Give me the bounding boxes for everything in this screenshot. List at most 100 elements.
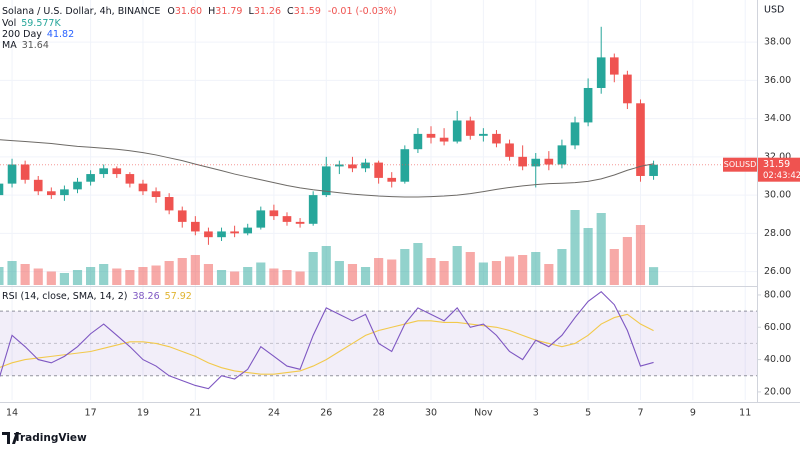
- volume-bar: [531, 252, 541, 285]
- candle-body: [374, 162, 383, 178]
- volume-bar: [400, 249, 410, 285]
- candle-body: [0, 183, 4, 196]
- symbol-tag: SOLUSD: [724, 160, 757, 169]
- legend-vol: Vol 59.577K: [2, 18, 61, 29]
- y-tick-label: 20.00: [764, 386, 791, 397]
- volume-bar: [243, 267, 253, 285]
- volume-bar: [622, 237, 632, 285]
- rsi-value: 38.26: [132, 291, 159, 302]
- volume-bar: [33, 268, 43, 285]
- candle-body: [73, 181, 82, 190]
- x-tick-label: 19: [137, 408, 149, 419]
- volume-bar: [216, 270, 227, 285]
- candle-body: [505, 143, 514, 157]
- legend-value: 31.64: [22, 40, 49, 51]
- candle-body: [583, 87, 593, 123]
- volume-bar: [334, 261, 344, 285]
- volume-bar: [164, 261, 174, 285]
- volume-bar: [360, 267, 371, 285]
- symbol-title: Solana / U.S. Dollar, 4h, BINANCE: [2, 6, 160, 17]
- volume-bar: [112, 268, 122, 285]
- volume-bar: [544, 264, 554, 285]
- candle-body: [151, 191, 161, 198]
- candle-body: [348, 164, 357, 169]
- y-tick-label: 28.00: [764, 228, 791, 239]
- y-tick-label: 32.00: [764, 151, 791, 162]
- candle-body: [217, 231, 226, 238]
- candle-body: [413, 133, 423, 150]
- legend-name: MA: [2, 40, 17, 51]
- volume-bar: [583, 228, 593, 285]
- volume-bar: [282, 270, 292, 285]
- candle-body: [609, 57, 619, 75]
- candle-body: [518, 156, 527, 167]
- volume-bar: [504, 256, 515, 285]
- volume-bar: [72, 270, 83, 285]
- candle-body: [164, 197, 174, 211]
- x-tick-label: 7: [637, 408, 643, 419]
- volume-bar: [452, 246, 462, 285]
- ohlc-value: 31.79: [215, 6, 242, 17]
- x-tick-label: 9: [690, 408, 696, 419]
- volume-bar: [125, 270, 135, 285]
- volume-bar: [7, 261, 17, 285]
- candle-body: [335, 164, 344, 167]
- legend-name: Vol: [2, 18, 16, 29]
- y-tick-label: 80.00: [764, 289, 791, 300]
- change: -0.01 (-0.03%): [328, 6, 397, 17]
- candle-body: [47, 191, 56, 196]
- volume-bar: [635, 225, 646, 285]
- volume-bar: [151, 265, 161, 285]
- volume-bar: [478, 262, 488, 285]
- volume-bar: [321, 246, 331, 285]
- header: Solana / U.S. Dollar, 4h, BINANCE O31.60…: [2, 6, 397, 17]
- ma-line: [0, 139, 654, 198]
- candle-body: [439, 137, 449, 142]
- candle-body: [243, 227, 253, 234]
- rsi-ma-value: 57.92: [165, 291, 192, 302]
- candle-body: [60, 189, 69, 196]
- volume-bar: [518, 255, 528, 285]
- candle-body: [321, 166, 331, 196]
- candle-body: [7, 164, 17, 184]
- series-line: [0, 313, 654, 375]
- volume-bar: [190, 255, 200, 285]
- candle-body: [99, 168, 109, 175]
- volume-bar: [0, 267, 4, 285]
- volume-bar: [648, 267, 659, 285]
- x-tick-label: 14: [6, 408, 18, 419]
- price-tag: 31.59: [763, 159, 790, 170]
- candle-body: [269, 210, 279, 217]
- x-tick-label: 30: [425, 408, 437, 419]
- x-tick-label: 28: [373, 408, 385, 419]
- y-tick-label: 36.00: [764, 75, 791, 86]
- x-tick-label: 5: [585, 408, 591, 419]
- y-tick-label: 30.00: [764, 190, 791, 201]
- ohlc-value: 31.26: [254, 6, 281, 17]
- candle-body: [191, 221, 200, 232]
- ohlc-label: C: [287, 6, 294, 17]
- candle-body: [33, 179, 43, 192]
- candle-body: [557, 145, 567, 165]
- logo-icon: [2, 432, 19, 444]
- volume-bar: [59, 273, 69, 285]
- volume-bar: [46, 271, 56, 285]
- y-tick-label: 34.00: [764, 113, 791, 124]
- rsi-title: RSI (14, close, SMA, 14, 2): [2, 291, 127, 302]
- candle-body: [256, 210, 266, 228]
- x-tick-label: 11: [739, 408, 751, 419]
- candle-body: [465, 120, 475, 136]
- candle-body: [479, 133, 488, 136]
- candle-body: [177, 210, 187, 222]
- candle-body: [570, 122, 580, 146]
- candle-body: [112, 168, 122, 175]
- rsi-legend: RSI (14, close, SMA, 14, 2) 38.26 57.92: [2, 291, 192, 302]
- legend-value: 41.82: [47, 29, 74, 40]
- x-tick-label: 26: [320, 408, 332, 419]
- volume-bar: [491, 261, 502, 285]
- volume-bar: [557, 249, 567, 285]
- candle-body: [387, 177, 397, 182]
- candle-body: [138, 183, 148, 192]
